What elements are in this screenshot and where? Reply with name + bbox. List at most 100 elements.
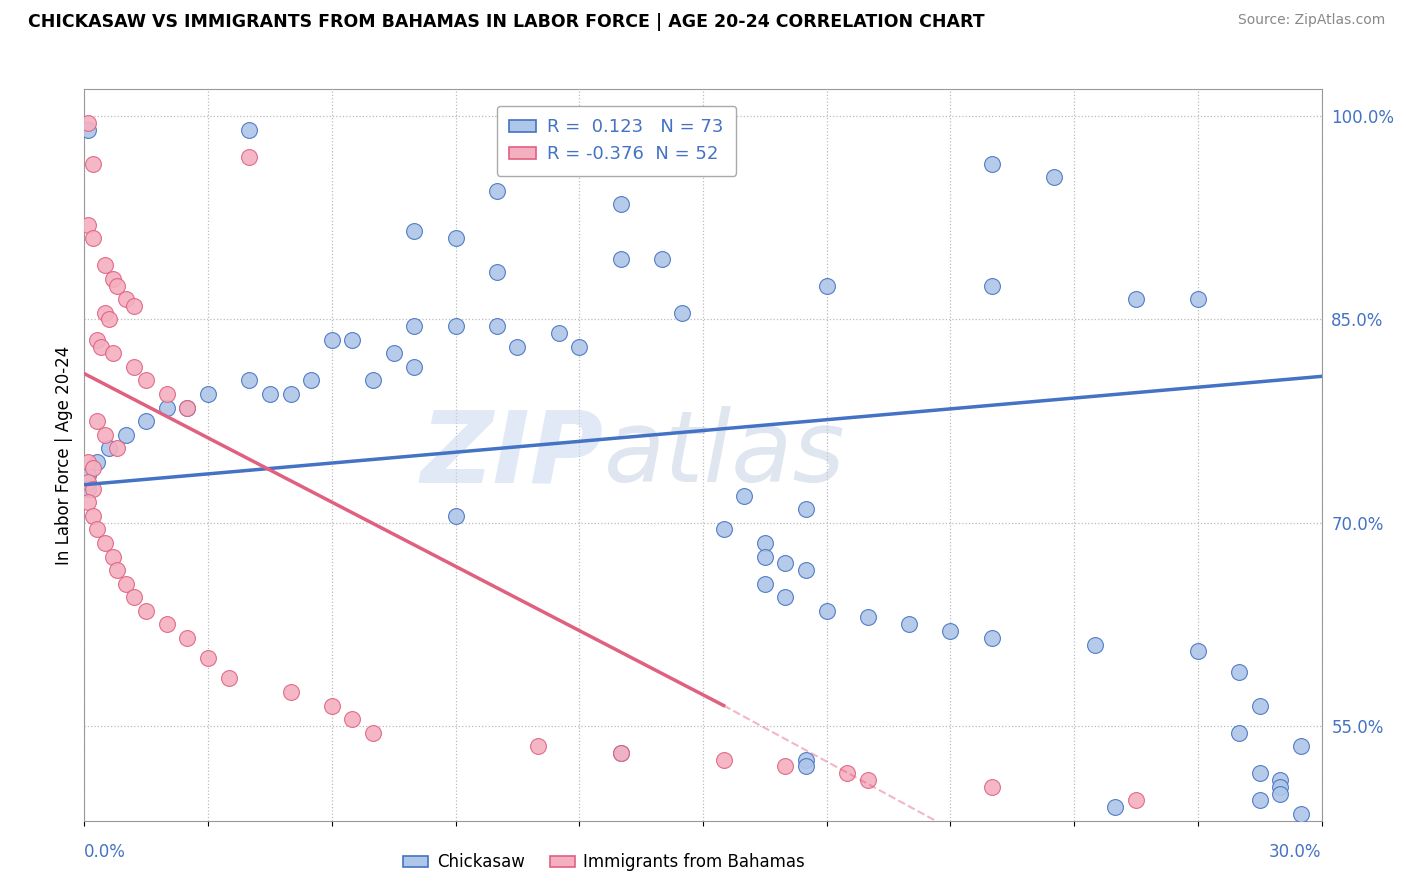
Point — [444, 319, 467, 334]
Point — [980, 157, 1002, 171]
Point — [506, 340, 529, 354]
Point — [122, 590, 145, 604]
Point — [733, 489, 755, 503]
Point — [98, 312, 121, 326]
Point — [485, 184, 508, 198]
Text: 0.0%: 0.0% — [84, 843, 127, 861]
Point — [856, 610, 879, 624]
Point — [77, 495, 100, 509]
Point — [156, 401, 179, 415]
Point — [980, 780, 1002, 794]
Point — [485, 265, 508, 279]
Point — [77, 123, 100, 137]
Point — [105, 441, 128, 455]
Point — [1270, 787, 1292, 801]
Point — [609, 252, 631, 266]
Point — [299, 373, 322, 387]
Point — [1227, 725, 1250, 739]
Point — [342, 333, 364, 347]
Point — [444, 231, 467, 245]
Point — [1187, 644, 1209, 658]
Point — [794, 759, 817, 773]
Point — [609, 746, 631, 760]
Point — [485, 319, 508, 334]
Point — [361, 725, 384, 739]
Point — [176, 631, 198, 645]
Point — [77, 475, 100, 489]
Point — [86, 414, 108, 428]
Point — [135, 373, 157, 387]
Point — [77, 218, 100, 232]
Point — [754, 549, 776, 564]
Point — [980, 278, 1002, 293]
Point — [1270, 772, 1292, 787]
Point — [259, 387, 281, 401]
Point — [238, 123, 260, 137]
Point — [1125, 793, 1147, 807]
Point — [94, 536, 117, 550]
Point — [82, 461, 104, 475]
Point — [754, 576, 776, 591]
Point — [94, 258, 117, 272]
Point — [77, 455, 100, 469]
Point — [1289, 806, 1312, 821]
Point — [527, 739, 550, 753]
Point — [135, 604, 157, 618]
Point — [1270, 780, 1292, 794]
Point — [94, 427, 117, 442]
Point — [156, 387, 179, 401]
Point — [939, 624, 962, 638]
Point — [444, 508, 467, 523]
Point — [77, 482, 100, 496]
Point — [114, 427, 136, 442]
Point — [1042, 170, 1064, 185]
Point — [856, 772, 879, 787]
Point — [103, 272, 125, 286]
Point — [218, 672, 240, 686]
Point — [1249, 766, 1271, 780]
Point — [794, 502, 817, 516]
Point — [176, 401, 198, 415]
Point — [692, 136, 714, 151]
Point — [1249, 793, 1271, 807]
Point — [114, 292, 136, 306]
Point — [404, 319, 426, 334]
Point — [1104, 800, 1126, 814]
Point — [103, 346, 125, 360]
Point — [568, 340, 591, 354]
Point — [82, 508, 104, 523]
Point — [713, 753, 735, 767]
Point — [114, 576, 136, 591]
Point — [609, 746, 631, 760]
Point — [980, 631, 1002, 645]
Point — [105, 278, 128, 293]
Text: CHICKASAW VS IMMIGRANTS FROM BAHAMAS IN LABOR FORCE | AGE 20-24 CORRELATION CHAR: CHICKASAW VS IMMIGRANTS FROM BAHAMAS IN … — [28, 13, 984, 31]
Point — [404, 224, 426, 238]
Text: 30.0%: 30.0% — [1270, 843, 1322, 861]
Point — [90, 340, 112, 354]
Point — [361, 373, 384, 387]
Point — [1084, 638, 1107, 652]
Point — [1187, 292, 1209, 306]
Point — [86, 455, 108, 469]
Point — [176, 401, 198, 415]
Point — [1125, 292, 1147, 306]
Point — [404, 359, 426, 374]
Point — [1289, 739, 1312, 753]
Point — [82, 482, 104, 496]
Point — [754, 536, 776, 550]
Point — [98, 441, 121, 455]
Point — [280, 387, 302, 401]
Point — [135, 414, 157, 428]
Point — [86, 333, 108, 347]
Point — [103, 549, 125, 564]
Point — [713, 523, 735, 537]
Point — [238, 373, 260, 387]
Y-axis label: In Labor Force | Age 20-24: In Labor Force | Age 20-24 — [55, 345, 73, 565]
Text: Source: ZipAtlas.com: Source: ZipAtlas.com — [1237, 13, 1385, 28]
Point — [1227, 665, 1250, 679]
Point — [82, 157, 104, 171]
Point — [197, 387, 219, 401]
Point — [1249, 698, 1271, 713]
Point — [815, 604, 838, 618]
